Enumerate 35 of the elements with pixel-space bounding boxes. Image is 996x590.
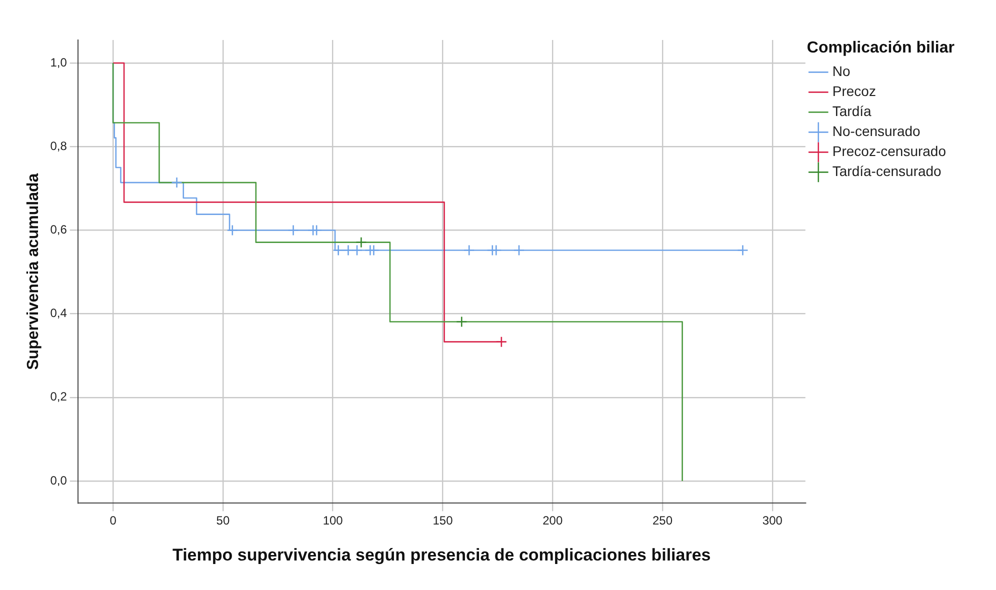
x-tick-label: 250 (652, 514, 673, 528)
x-tick-label: 200 (542, 514, 563, 528)
legend-label: Tardía (832, 103, 872, 120)
x-axis-title: Tiempo supervivencia según presencia de complicaciones biliares (172, 545, 711, 564)
y-tick-label: 0,6 (50, 222, 68, 237)
point (288, 224, 299, 236)
legend-label: Tardía-censurado (832, 163, 942, 180)
x-tick-label: 0 (110, 514, 117, 528)
point (496, 336, 508, 348)
point (463, 244, 475, 256)
y-tick-label: 0,0 (50, 473, 68, 488)
y-tick-label: 1,0 (50, 55, 68, 70)
point (342, 244, 354, 256)
x-tick-label: 300 (762, 514, 783, 528)
x-tick-label: 100 (322, 514, 344, 528)
point (513, 244, 525, 256)
point (226, 224, 238, 236)
y-tick-label: 0,8 (50, 138, 68, 153)
legend-label: Precoz (832, 83, 876, 100)
y-tick-label: 0,2 (50, 390, 68, 404)
point (356, 236, 367, 248)
x-tick-label: 50 (216, 514, 230, 528)
point (171, 176, 182, 188)
legend-label: No (832, 63, 850, 80)
legend-label: Precoz-censurado (832, 143, 946, 160)
point (368, 244, 380, 256)
point (332, 244, 344, 256)
point (351, 244, 363, 256)
point (456, 316, 468, 328)
legend-label: No-censurado (832, 123, 921, 140)
legend-title: Complicación biliar (806, 39, 954, 56)
y-axis-title: Supervivencia acumulada (25, 173, 42, 370)
y-tick-label: 0,4 (50, 306, 68, 320)
point (737, 244, 748, 256)
x-tick-label: 150 (432, 514, 454, 528)
